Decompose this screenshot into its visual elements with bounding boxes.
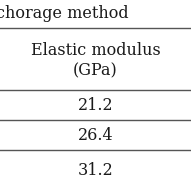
Text: 31.2: 31.2 [78,162,113,179]
Text: 26.4: 26.4 [78,126,113,143]
Text: (GPa): (GPa) [73,62,118,79]
Text: Elastic modulus: Elastic modulus [31,42,160,59]
Text: chorage method: chorage method [0,6,129,23]
Text: 21.2: 21.2 [78,96,113,113]
